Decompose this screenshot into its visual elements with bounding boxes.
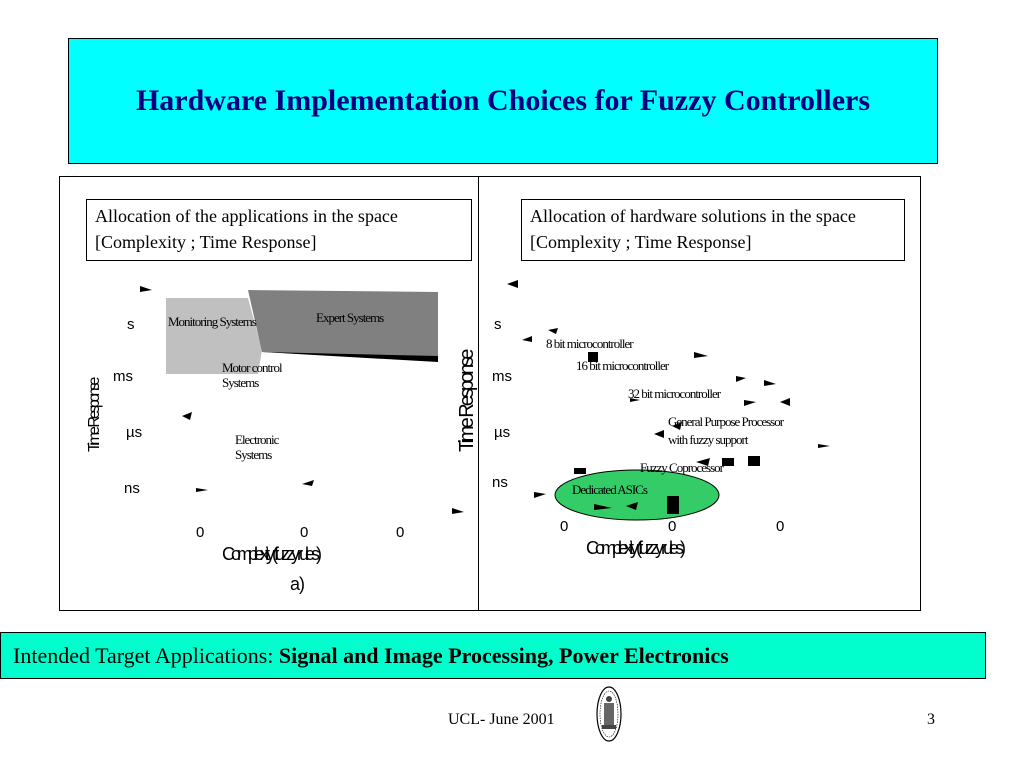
- marker: [764, 380, 776, 386]
- left-sub-label: a): [290, 574, 305, 594]
- right-caption: Allocation of hardware solutions in the …: [521, 199, 905, 261]
- footer-date: UCL- June 2001: [448, 711, 555, 728]
- marker: [522, 336, 532, 342]
- left-y-axis-label: Time Response: [86, 379, 103, 452]
- left-xtick: 0: [396, 524, 405, 541]
- marker: [302, 480, 314, 486]
- electronic-label: Electronic Systems: [235, 432, 279, 462]
- marker: [182, 412, 192, 420]
- marker: [548, 328, 558, 334]
- marker: [196, 488, 208, 492]
- marker: [588, 352, 598, 362]
- solution-coprocessor-label: Fuzzy Coprocessor: [640, 460, 724, 475]
- right-xtick: 0: [668, 518, 677, 535]
- marker: [736, 376, 746, 382]
- right-y-axis-label: Time Response: [456, 351, 478, 452]
- marker: [626, 502, 638, 510]
- monitoring-label: Monitoring Systems: [168, 314, 257, 329]
- left-xtick: 0: [196, 524, 205, 541]
- right-x-axis-label: Complexity (fuzzy rules): [586, 538, 686, 558]
- marker: [654, 430, 664, 438]
- banner-emphasis: Signal and Image Processing, Power Elect…: [278, 642, 729, 668]
- marker: [748, 456, 760, 466]
- marker: [140, 286, 152, 292]
- left-ytick: ns: [124, 480, 140, 497]
- page-number: 3: [927, 711, 935, 728]
- marker: [744, 400, 756, 406]
- motor-control-label: Motor control Systems: [222, 360, 283, 390]
- marker: [630, 398, 640, 402]
- right-ytick: s: [494, 316, 502, 333]
- marker: [574, 468, 586, 474]
- panel-divider: [478, 176, 479, 611]
- marker: [696, 458, 710, 466]
- marker: [667, 496, 679, 514]
- marker: [672, 422, 682, 430]
- right-xtick: 0: [560, 518, 569, 535]
- marker: [694, 352, 708, 358]
- marker: [534, 492, 546, 498]
- solution-gpp-label: General Purpose Processor: [668, 414, 784, 429]
- expert-region: [248, 290, 438, 360]
- marker: [780, 398, 790, 406]
- left-ytick: µs: [126, 424, 143, 441]
- banner-prefix: Intended Target Applications:: [13, 642, 279, 668]
- solution-asic-label: Dedicated ASICs: [572, 482, 648, 497]
- right-ytick: µs: [494, 424, 511, 441]
- target-applications-banner: Intended Target Applications: Signal and…: [0, 632, 986, 679]
- right-xtick: 0: [776, 518, 785, 535]
- marker: [507, 280, 518, 288]
- marker: [452, 508, 464, 514]
- right-ytick: ns: [492, 474, 508, 491]
- page-title: Hardware Implementation Choices for Fuzz…: [135, 84, 871, 117]
- left-ytick: s: [127, 316, 135, 333]
- left-xtick: 0: [300, 524, 309, 541]
- solution-8bit-label: 8 bit microcontroller: [546, 336, 634, 351]
- left-x-axis-label: Complexity (fuzzy rules): [222, 544, 322, 564]
- university-seal-icon: [596, 685, 622, 748]
- right-ytick: ms: [492, 368, 512, 385]
- expert-label: Expert Systems: [316, 310, 384, 325]
- solution-32bit-label: 32 bit microcontroller: [628, 386, 721, 401]
- title-box: Hardware Implementation Choices for Fuzz…: [68, 38, 938, 164]
- monitoring-region: [166, 298, 262, 374]
- left-ytick: ms: [113, 368, 133, 385]
- left-caption: Allocation of the applications in the sp…: [86, 199, 472, 261]
- expert-region-edge: [262, 352, 438, 362]
- marker: [722, 458, 734, 466]
- solution-gpp-fuzzy-label: with fuzzy support: [668, 432, 748, 447]
- marker: [594, 504, 612, 510]
- marker: [818, 444, 830, 448]
- diagram-frame: [59, 176, 921, 611]
- solution-16bit-label: 16 bit microcontroller: [576, 358, 669, 373]
